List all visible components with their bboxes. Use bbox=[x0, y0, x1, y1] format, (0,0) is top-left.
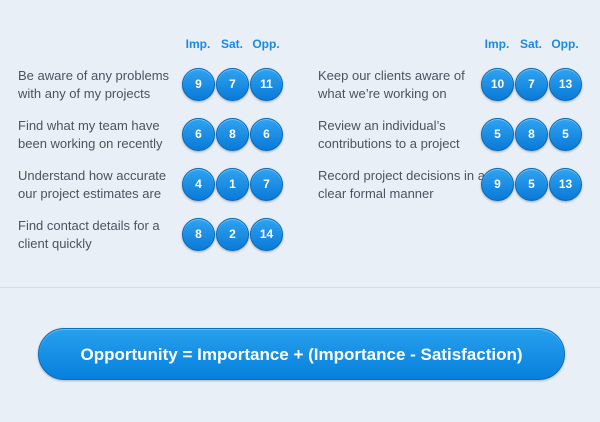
column-header-opp: Opp. bbox=[551, 37, 579, 51]
need-label: Find what my team have been working on r… bbox=[18, 118, 163, 151]
column-header-imp: Imp. bbox=[484, 37, 510, 51]
need-row: Find what my team have been working on r… bbox=[18, 117, 288, 157]
column-header-sat: Sat. bbox=[519, 37, 542, 51]
need-row: Understand how accurate our project esti… bbox=[18, 167, 288, 207]
imp-score-badge: 5 bbox=[481, 118, 514, 151]
sat-score-badge: 5 bbox=[515, 168, 548, 201]
sat-score-badge: 8 bbox=[216, 118, 249, 151]
opp-score-badge: 7 bbox=[250, 168, 283, 201]
need-label: Be aware of any problems with any of my … bbox=[18, 68, 170, 101]
need-label: Record project decisions in a clear form… bbox=[318, 168, 485, 201]
imp-score-badge: 4 bbox=[182, 168, 215, 201]
sat-score-badge: 1 bbox=[216, 168, 249, 201]
imp-score-badge: 8 bbox=[182, 218, 215, 251]
column-header-sat: Sat. bbox=[220, 37, 243, 51]
need-label: Keep our clients aware of what we’re wor… bbox=[318, 68, 465, 101]
imp-score-badge: 9 bbox=[182, 68, 215, 101]
need-label: Review an individual’s contributions to … bbox=[318, 118, 460, 151]
imp-score-badge: 6 bbox=[182, 118, 215, 151]
need-label: Find contact details for a client quickl… bbox=[18, 218, 160, 251]
column-header-opp: Opp. bbox=[252, 37, 280, 51]
opp-score-badge: 14 bbox=[250, 218, 283, 251]
opp-score-badge: 6 bbox=[250, 118, 283, 151]
need-row: Review an individual’s contributions to … bbox=[318, 117, 588, 157]
imp-score-badge: 9 bbox=[481, 168, 514, 201]
sat-score-badge: 7 bbox=[515, 68, 548, 101]
sat-score-badge: 2 bbox=[216, 218, 249, 251]
formula-button[interactable]: Opportunity = Importance + (Importance -… bbox=[38, 328, 565, 380]
sat-score-badge: 7 bbox=[216, 68, 249, 101]
need-row: Record project decisions in a clear form… bbox=[318, 167, 588, 207]
need-row: Be aware of any problems with any of my … bbox=[18, 67, 288, 107]
need-row: Find contact details for a client quickl… bbox=[18, 217, 288, 257]
opp-score-badge: 13 bbox=[549, 68, 582, 101]
sat-score-badge: 8 bbox=[515, 118, 548, 151]
opp-score-badge: 11 bbox=[250, 68, 283, 101]
need-label: Understand how accurate our project esti… bbox=[18, 168, 167, 201]
need-row: Keep our clients aware of what we’re wor… bbox=[318, 67, 588, 107]
opp-score-badge: 5 bbox=[549, 118, 582, 151]
column-header-imp: Imp. bbox=[185, 37, 211, 51]
divider bbox=[0, 287, 600, 288]
imp-score-badge: 10 bbox=[481, 68, 514, 101]
opp-score-badge: 13 bbox=[549, 168, 582, 201]
